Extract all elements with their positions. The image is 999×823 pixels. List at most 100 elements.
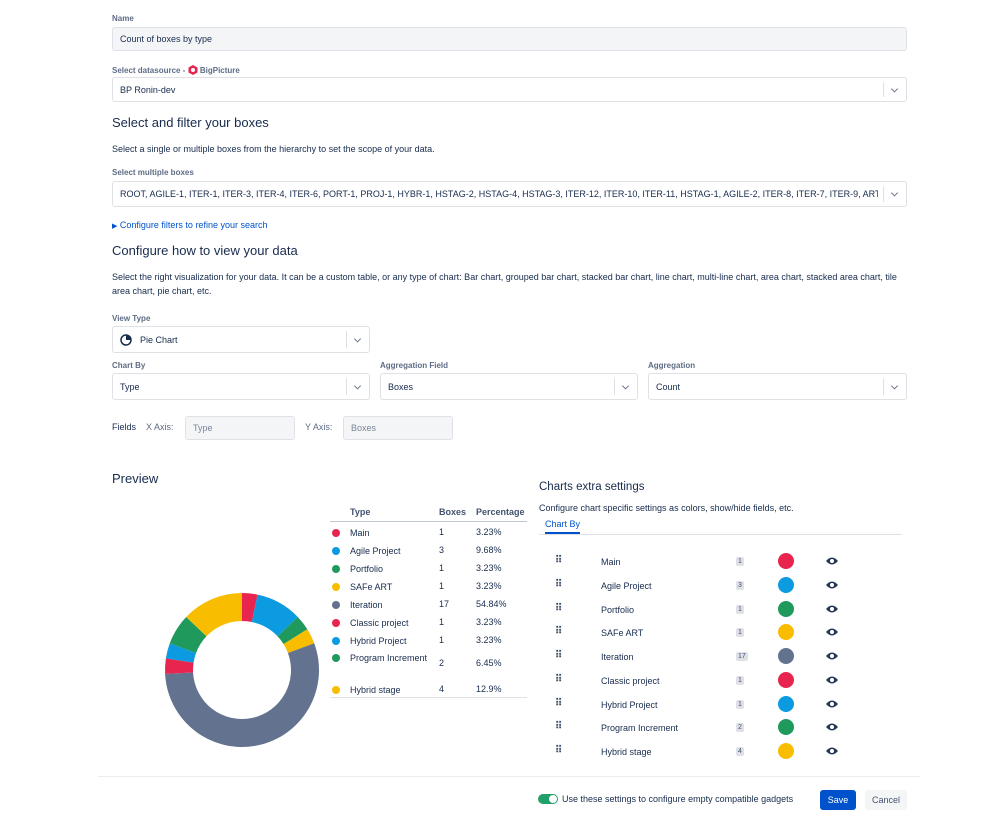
boxes-cell: 1 xyxy=(439,617,445,627)
percentage-cell: 3.23% xyxy=(476,563,502,573)
drag-handle: ⠿ xyxy=(555,697,562,709)
boxes-cell: 3 xyxy=(439,545,445,555)
view-type-select[interactable]: Pie Chart xyxy=(112,326,370,353)
drag-handle: ⠿ xyxy=(555,650,562,661)
drag-handle: ⠿ xyxy=(555,555,562,566)
donut-slice xyxy=(242,593,258,623)
toggle-label: Use these settings to configure empty co… xyxy=(562,794,794,804)
fields-label: Fields xyxy=(112,422,137,432)
visibility-toggle[interactable] xyxy=(825,604,839,614)
color-swatch xyxy=(778,743,794,759)
name-label: Name xyxy=(112,14,134,23)
color-dot xyxy=(332,529,340,537)
eye-pupil xyxy=(830,606,834,611)
drag-handle: ⠿ xyxy=(555,673,562,685)
settings-list: ⠿ Main 1 ⠿ Agile Project 3 ⠿ Portfolio 1 ⠿ SAFe AR… xyxy=(539,540,909,770)
percentage-cell: 12.9% xyxy=(476,684,502,694)
view-type-value: Pie Chart xyxy=(140,334,178,345)
count-badge: 3 xyxy=(736,580,744,590)
percentage-cell: 3.23% xyxy=(476,617,502,627)
datasource-select[interactable]: BP Ronin-dev xyxy=(112,77,907,102)
visibility-toggle[interactable] xyxy=(825,675,839,685)
type-cell: SAFe ART xyxy=(350,582,393,592)
eye-pupil xyxy=(830,582,834,587)
donut-slice xyxy=(169,616,207,653)
donut-slice xyxy=(165,658,194,674)
drag-handle: ⠿ xyxy=(555,578,562,590)
percentage-cell: 54.84% xyxy=(476,599,507,609)
setting-name: Hybrid stage xyxy=(601,747,652,757)
count-badge: 4 xyxy=(736,747,744,756)
color-dot xyxy=(332,565,340,573)
setting-name: Iteration xyxy=(601,652,634,662)
color-dot xyxy=(332,686,340,694)
settings-tab[interactable]: Chart By xyxy=(545,519,581,534)
color-swatch xyxy=(778,600,794,617)
tab-divider xyxy=(539,534,902,535)
donut-slice xyxy=(165,643,319,748)
cancel-button[interactable]: Cancel xyxy=(865,790,907,810)
boxes-cell: 2 xyxy=(439,658,445,668)
filters-link[interactable]: ▶ Configure filters to refine your searc… xyxy=(112,220,268,230)
data-table: Type Boxes Percentage Main 1 3.23% Agile Proje… xyxy=(330,503,527,703)
boxes-select[interactable]: ROOT, AGILE-1, ITER-1, ITER-3, ITER-4, I… xyxy=(112,181,907,207)
setting-name: Hybrid Project xyxy=(601,699,658,710)
datasource-value: BP Ronin-dev xyxy=(120,84,176,95)
donut-slice xyxy=(186,593,242,637)
boxes-cell: 1 xyxy=(439,563,445,573)
eye-pupil xyxy=(830,701,834,706)
preview-heading: Preview xyxy=(112,471,159,486)
type-cell: Program Increment xyxy=(350,653,428,663)
x-axis-label: X Axis: xyxy=(146,422,174,432)
color-dot xyxy=(332,583,340,591)
count-badge: 17 xyxy=(736,652,748,661)
filters-link-text[interactable]: Configure filters to refine your search xyxy=(119,220,268,230)
settings-heading: Charts extra settings xyxy=(539,481,645,493)
color-swatch xyxy=(778,671,794,688)
select-description: Select a single or multiple boxes from t… xyxy=(112,144,435,154)
type-cell: Iteration xyxy=(350,600,383,610)
chart-by-select[interactable]: Type xyxy=(112,373,370,400)
setting-name: Main xyxy=(601,557,621,567)
visibility-toggle[interactable] xyxy=(825,627,839,637)
boxes-cell: 1 xyxy=(439,635,445,645)
count-badge: 1 xyxy=(736,675,744,685)
boxes-cell: 1 xyxy=(439,581,445,591)
count-badge: 1 xyxy=(736,557,744,566)
drag-handle: ⠿ xyxy=(555,602,562,614)
color-swatch xyxy=(778,695,794,712)
name-input[interactable]: Count of boxes by type xyxy=(112,27,907,51)
table-header: Boxes xyxy=(439,507,467,517)
save-button[interactable]: Save xyxy=(820,790,856,810)
type-cell: Hybrid Project xyxy=(350,636,407,646)
setting-name: Portfolio xyxy=(601,604,635,615)
percentage-cell: 3.23% xyxy=(476,581,502,591)
visibility-toggle[interactable] xyxy=(825,580,839,590)
boxes-cell: 4 xyxy=(439,684,445,694)
type-cell: Agile Project xyxy=(350,546,401,556)
donut-slice xyxy=(165,643,197,663)
header-rule xyxy=(330,521,527,522)
color-swatch xyxy=(778,553,794,569)
setting-name: Classic project xyxy=(601,675,660,686)
boxes-value: ROOT, AGILE-1, ITER-1, ITER-3, ITER-4, I… xyxy=(120,189,878,199)
boxes-cell: 17 xyxy=(439,599,450,609)
visibility-toggle[interactable] xyxy=(825,556,839,566)
pie-icon xyxy=(120,333,132,346)
count-badge: 2 xyxy=(736,723,744,733)
visibility-toggle[interactable] xyxy=(825,699,839,709)
aggregation-select[interactable]: Count xyxy=(648,373,907,400)
color-swatch xyxy=(778,624,794,641)
datasource-brand: BigPicture xyxy=(199,66,240,75)
visibility-toggle[interactable] xyxy=(825,746,839,756)
setting-name: Agile Project xyxy=(601,580,652,591)
donut-chart xyxy=(165,593,319,748)
visibility-toggle[interactable] xyxy=(825,651,839,661)
settings-description: Configure chart specific settings as col… xyxy=(539,503,794,513)
visibility-toggle[interactable] xyxy=(825,722,839,732)
toggle[interactable] xyxy=(538,794,558,804)
datasource-label: Select datasource - BigPicture xyxy=(112,65,240,75)
aggregation-field-select[interactable]: Boxes xyxy=(380,373,638,400)
boxes-label: Select multiple boxes xyxy=(112,168,194,177)
